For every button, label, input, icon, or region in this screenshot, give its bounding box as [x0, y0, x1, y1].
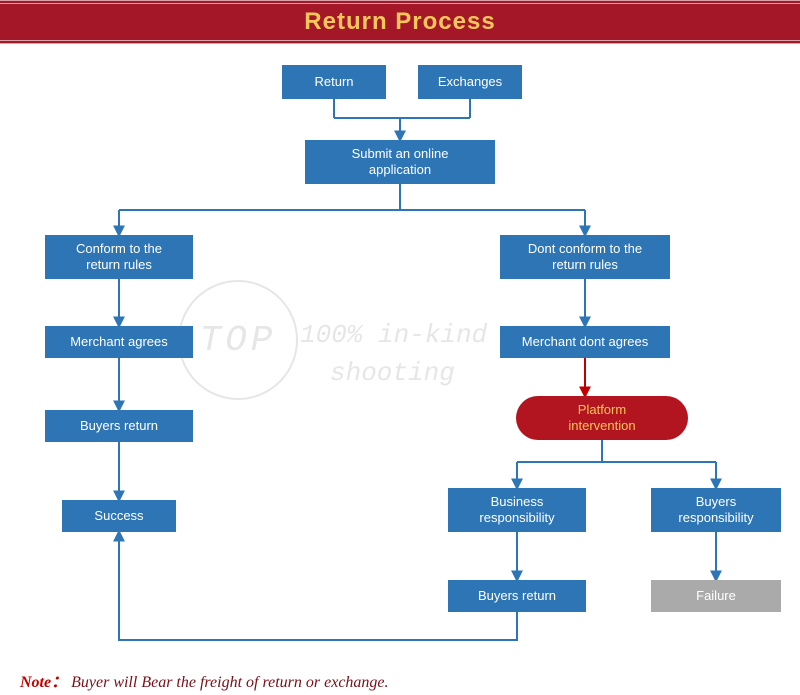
watermark-circle: TOP	[178, 280, 298, 400]
node-not_conform: Dont conform to the return rules	[500, 235, 670, 279]
node-m_not_agree: Merchant dont agrees	[500, 326, 670, 358]
node-conform: Conform to the return rules	[45, 235, 193, 279]
node-buyers_ret2: Buyers return	[448, 580, 586, 612]
node-m_agree: Merchant agrees	[45, 326, 193, 358]
node-buyers_ret1: Buyers return	[45, 410, 193, 442]
watermark-line1: 100% in-kind	[300, 320, 487, 350]
node-submit: Submit an online application	[305, 140, 495, 184]
header-title: Return Process	[304, 8, 495, 36]
watermark-line2: shooting	[330, 358, 455, 388]
node-exchanges: Exchanges	[418, 65, 522, 99]
node-success: Success	[62, 500, 176, 532]
node-biz_resp: Business responsibility	[448, 488, 586, 532]
note-text: Buyer will Bear the freight of return or…	[71, 674, 388, 691]
note-label: Note：	[20, 674, 67, 691]
node-platform: Platform intervention	[516, 396, 688, 440]
node-buy_resp: Buyers responsibility	[651, 488, 781, 532]
note-line: Note： Buyer will Bear the freight of ret…	[20, 668, 389, 692]
node-return: Return	[282, 65, 386, 99]
header-banner: Return Process	[0, 0, 800, 44]
node-failure: Failure	[651, 580, 781, 612]
